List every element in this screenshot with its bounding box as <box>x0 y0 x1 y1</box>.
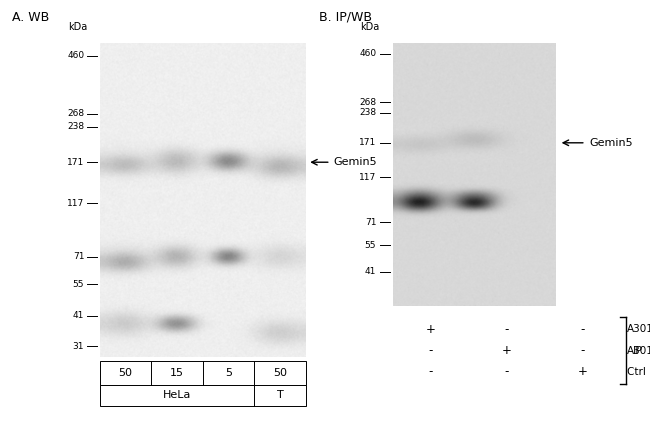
Text: +: + <box>502 344 512 357</box>
Text: +: + <box>426 323 436 336</box>
Text: 5: 5 <box>225 368 232 378</box>
Bar <box>100 361 306 385</box>
Text: -: - <box>429 366 433 378</box>
Text: Ctrl IgG: Ctrl IgG <box>627 367 650 377</box>
Text: 71: 71 <box>73 252 84 261</box>
Text: 41: 41 <box>365 267 376 276</box>
Text: 268: 268 <box>67 109 85 118</box>
Text: 117: 117 <box>359 173 376 181</box>
Text: 41: 41 <box>73 312 84 320</box>
Text: +: + <box>577 366 588 378</box>
Text: -: - <box>504 366 509 378</box>
Text: 238: 238 <box>359 108 376 117</box>
Text: 50: 50 <box>273 368 287 378</box>
Text: -: - <box>580 344 584 357</box>
Text: Gemin5: Gemin5 <box>334 157 378 167</box>
Text: 50: 50 <box>118 368 133 378</box>
Text: 15: 15 <box>170 368 184 378</box>
Text: 268: 268 <box>359 98 376 107</box>
Text: T: T <box>277 390 283 400</box>
Text: 31: 31 <box>73 342 84 351</box>
Text: -: - <box>580 323 584 336</box>
Text: IP: IP <box>633 346 643 356</box>
Text: B. IP/WB: B. IP/WB <box>318 11 372 24</box>
Text: kDa: kDa <box>68 22 87 32</box>
Text: 460: 460 <box>67 51 85 60</box>
Text: -: - <box>429 344 433 357</box>
Text: 71: 71 <box>365 218 376 227</box>
Text: 238: 238 <box>67 122 85 131</box>
Text: -: - <box>504 323 509 336</box>
Text: 171: 171 <box>67 158 85 167</box>
Text: HeLa: HeLa <box>163 390 191 400</box>
Text: 171: 171 <box>359 138 376 147</box>
Text: 117: 117 <box>67 198 85 207</box>
Text: 55: 55 <box>365 241 376 249</box>
Text: 55: 55 <box>73 280 84 289</box>
Bar <box>100 385 306 406</box>
Text: Gemin5: Gemin5 <box>589 138 633 148</box>
Text: A301-325A: A301-325A <box>627 324 650 334</box>
Text: 460: 460 <box>359 49 376 58</box>
Text: kDa: kDa <box>360 22 380 32</box>
Text: A301-326A: A301-326A <box>627 346 650 356</box>
Text: A. WB: A. WB <box>12 11 50 24</box>
